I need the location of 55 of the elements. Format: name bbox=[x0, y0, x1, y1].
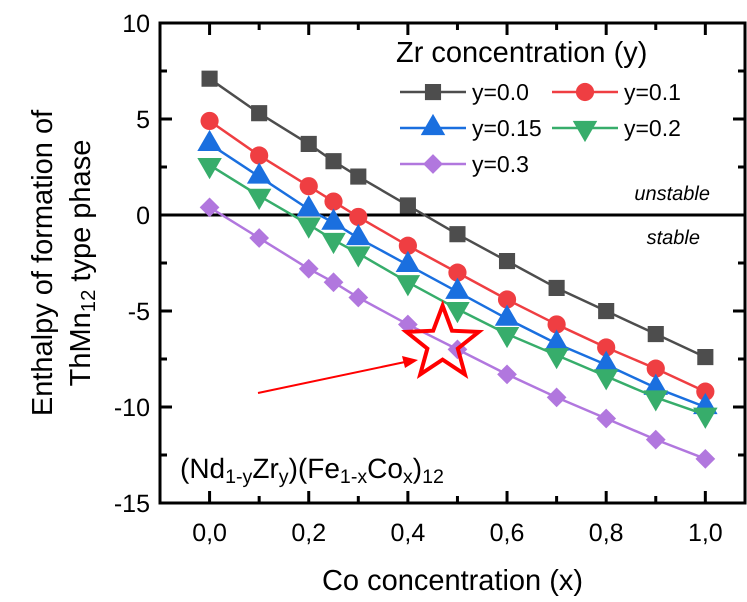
point bbox=[325, 153, 342, 170]
point bbox=[200, 112, 219, 130]
annotation: stable bbox=[646, 227, 700, 249]
point bbox=[324, 272, 344, 292]
point bbox=[646, 360, 665, 378]
point bbox=[349, 208, 368, 226]
legend-label: y=0.2 bbox=[624, 115, 681, 141]
point bbox=[249, 228, 270, 248]
point bbox=[348, 288, 368, 308]
legend-title: Zr concentration (y) bbox=[396, 37, 648, 69]
x-tick-label: 1,0 bbox=[688, 519, 723, 547]
point bbox=[324, 192, 343, 211]
legend-label: y=0.0 bbox=[472, 79, 529, 105]
y-tick-label: 0 bbox=[136, 202, 150, 230]
point bbox=[596, 408, 616, 428]
point bbox=[300, 177, 318, 196]
point bbox=[548, 315, 566, 334]
legend-label: y=0.1 bbox=[624, 79, 681, 105]
point bbox=[697, 349, 714, 366]
annotation: unstable bbox=[634, 183, 710, 205]
point bbox=[597, 338, 616, 357]
x-tick-label: 0,8 bbox=[588, 519, 624, 547]
x-tick-label: 0,4 bbox=[390, 519, 426, 547]
point bbox=[449, 226, 466, 242]
y-tick-label: 5 bbox=[136, 106, 150, 134]
legend-label: y=0.3 bbox=[472, 151, 529, 177]
point bbox=[598, 302, 614, 320]
point bbox=[646, 430, 666, 450]
x-tick-label: 0,6 bbox=[490, 519, 524, 547]
text: (Nd$_{1-y}$Zr$_{y}$)(Fe$_{1-x}$Co$_{x}$)$_{12}$ bbox=[180, 453, 444, 488]
x-tick-label: 0,0 bbox=[192, 519, 227, 547]
point bbox=[448, 264, 467, 282]
y-tick-label: 10 bbox=[122, 10, 150, 38]
point bbox=[498, 290, 516, 309]
point bbox=[498, 253, 516, 270]
x-axis-title: Co concentration (x) bbox=[322, 565, 584, 597]
point bbox=[251, 105, 268, 122]
point bbox=[298, 258, 319, 279]
point bbox=[546, 388, 566, 408]
point bbox=[300, 136, 317, 152]
y-tick-label: -5 bbox=[128, 298, 150, 326]
point bbox=[350, 168, 366, 185]
point bbox=[250, 146, 268, 165]
y-tick-label: -10 bbox=[114, 394, 150, 422]
point bbox=[548, 280, 565, 296]
point bbox=[648, 326, 664, 342]
y-tick-label: -15 bbox=[114, 490, 150, 518]
legend-label: y=0.15 bbox=[472, 115, 542, 141]
x-tick-label: 0,2 bbox=[291, 519, 326, 547]
point bbox=[398, 236, 417, 255]
point bbox=[400, 197, 416, 214]
point bbox=[497, 364, 517, 384]
point bbox=[202, 70, 218, 87]
point bbox=[695, 448, 716, 469]
point bbox=[200, 197, 220, 218]
